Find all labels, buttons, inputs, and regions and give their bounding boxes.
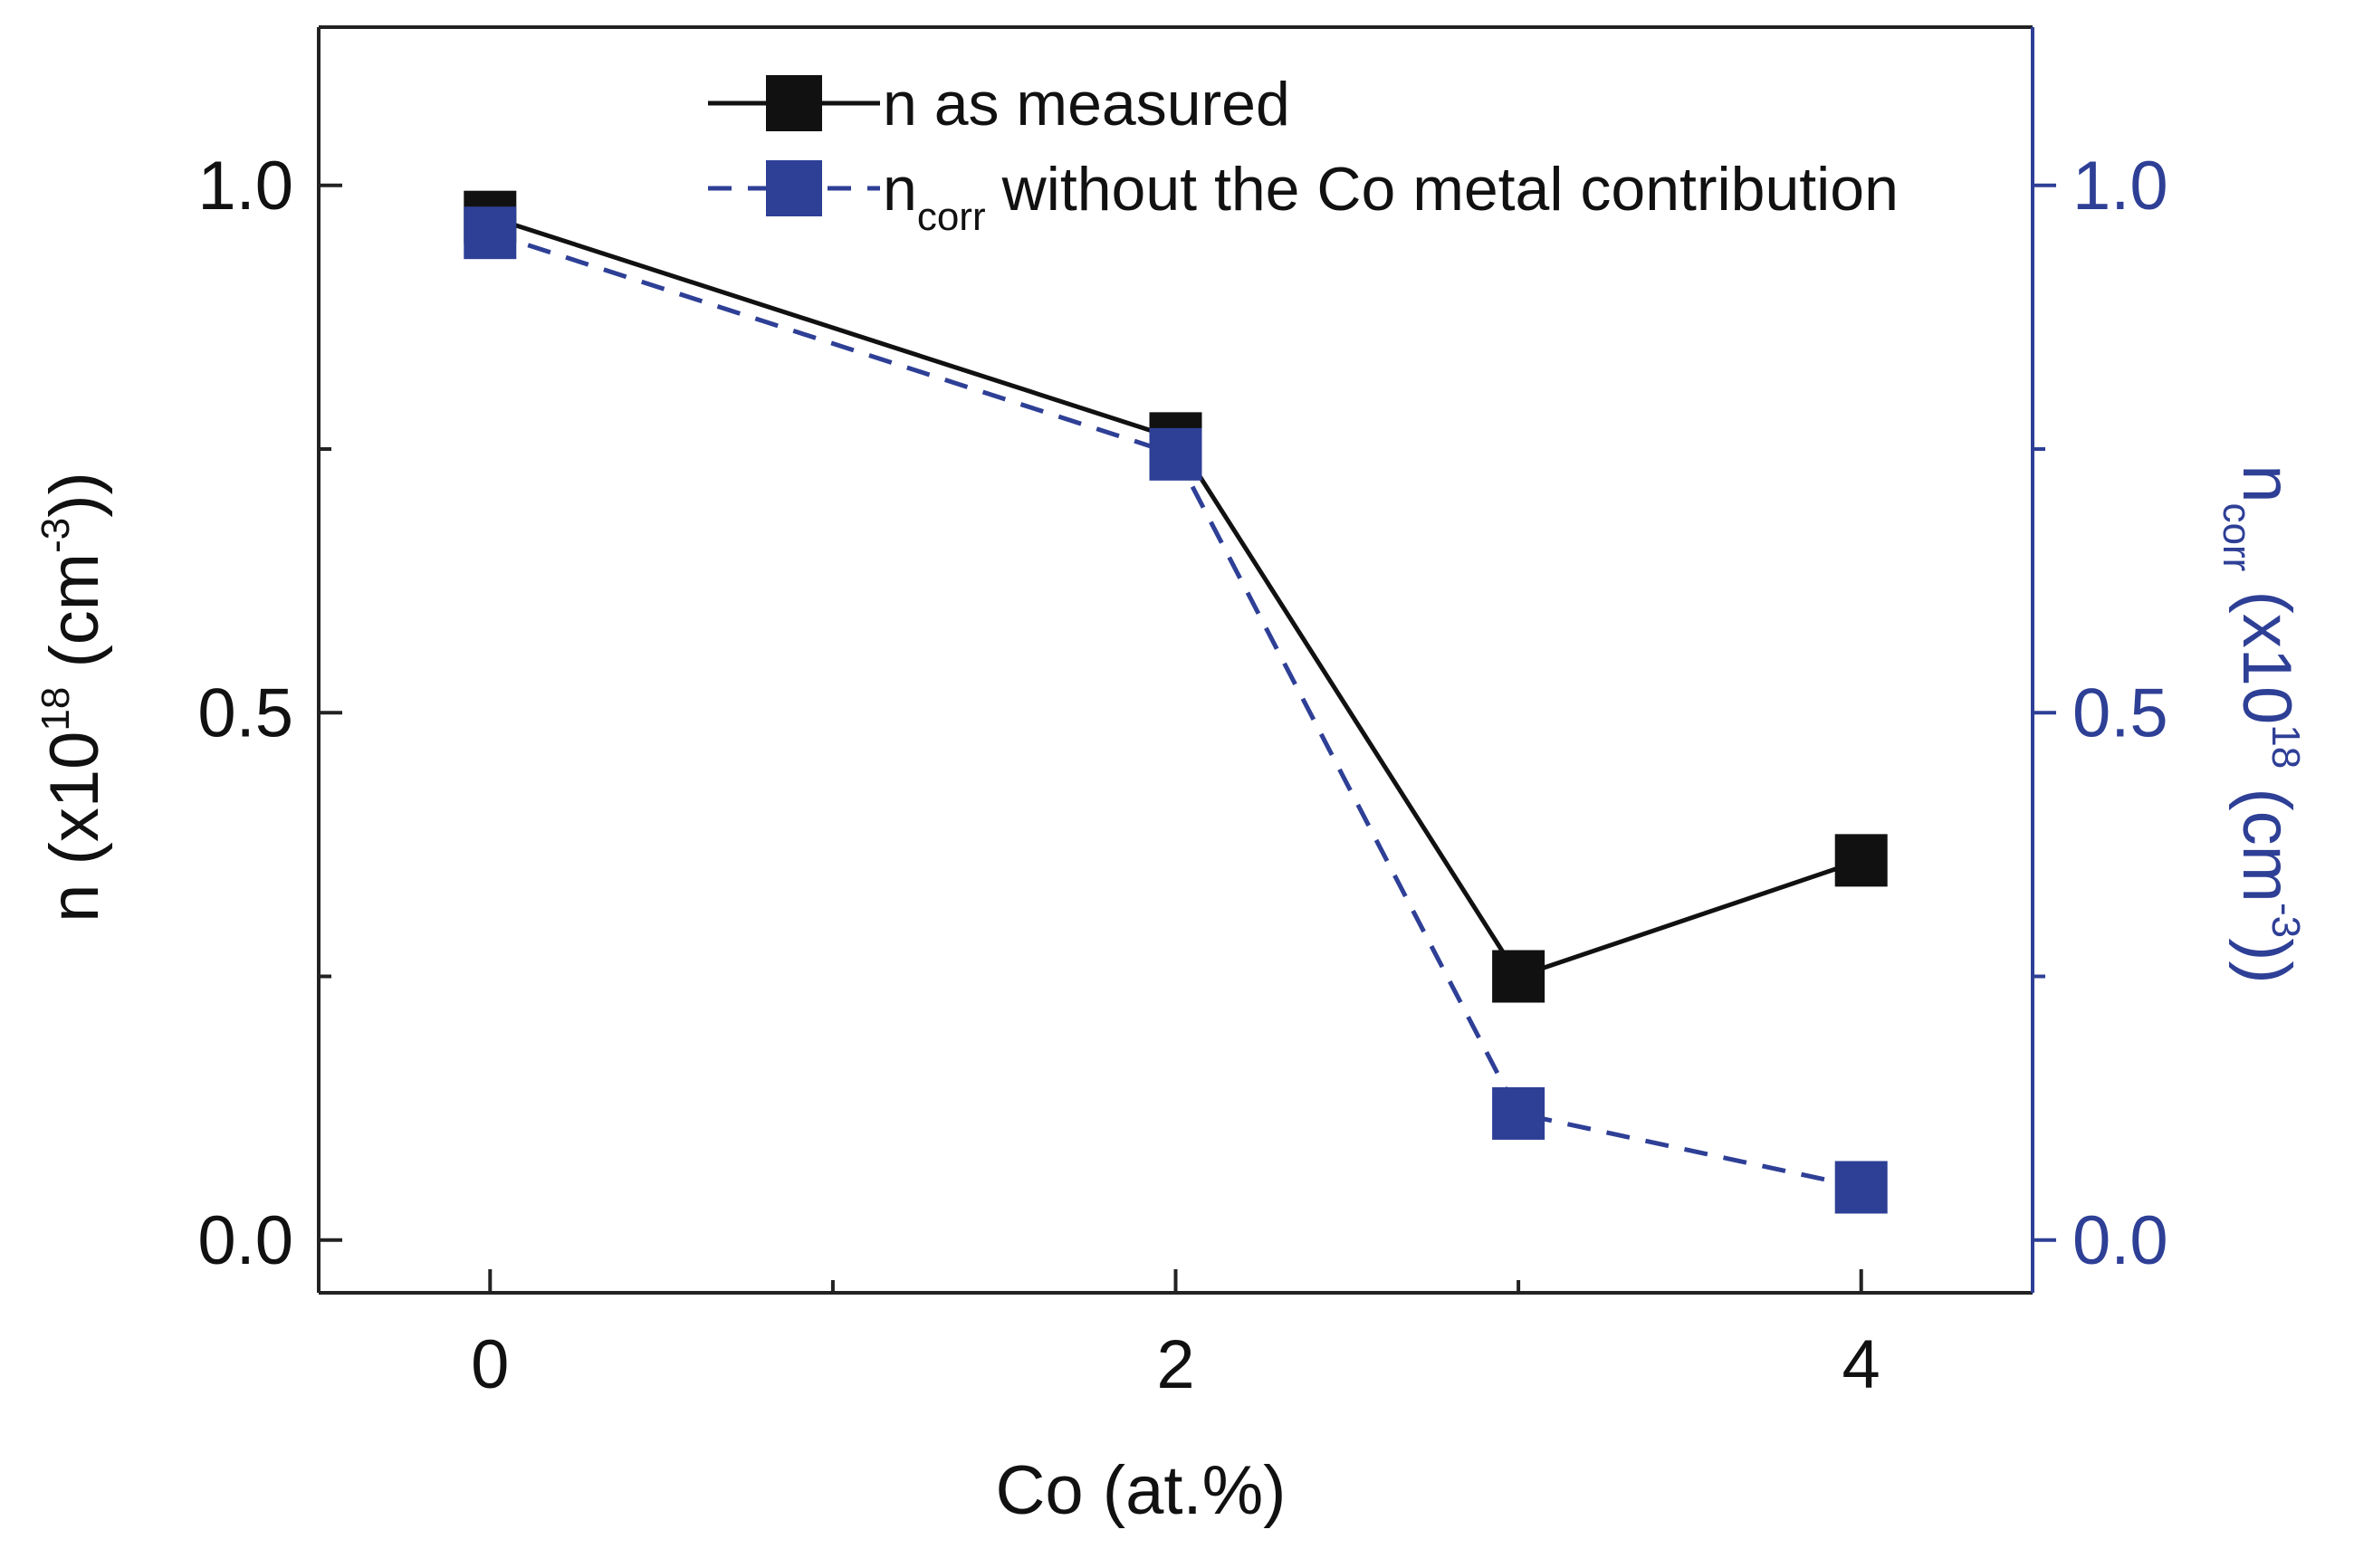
- series-line-0: [489, 215, 1862, 980]
- legend-marker-measured: [766, 75, 822, 131]
- x-axis-title: Co (at.%): [996, 1452, 1287, 1529]
- series-line-1: [489, 230, 1862, 1190]
- series-marker-0-3: [1834, 834, 1888, 887]
- y2-tick-label: 0.5: [2072, 674, 2168, 751]
- x-axis-ticks: 0 2 4: [471, 1269, 1880, 1403]
- legend-marker-corrected: [766, 160, 822, 216]
- series-marker-1-2: [1492, 1086, 1545, 1140]
- y-tick-label: 0.0: [197, 1202, 293, 1279]
- series-marker-0-2: [1492, 950, 1545, 1003]
- y-tick-label: 1.0: [197, 148, 293, 225]
- series-layer: [464, 190, 1888, 1214]
- series-marker-1-3: [1834, 1161, 1888, 1214]
- series-marker-1-0: [464, 206, 517, 260]
- legend: n as measured ncorr without the Co metal …: [708, 70, 1899, 239]
- y-axis-left-ticks: 0.0 0.5 1.0: [197, 148, 342, 1279]
- plot-frame: [317, 25, 2034, 1295]
- y-axis-right-title: ncorr (x1018 (cm-3)): [2215, 464, 2308, 983]
- y2-tick-label: 1.0: [2072, 148, 2168, 225]
- x-tick-label: 0: [471, 1326, 509, 1403]
- x-tick-label: 2: [1156, 1326, 1194, 1403]
- series-marker-1-1: [1149, 427, 1202, 481]
- y-tick-label: 0.5: [197, 674, 293, 751]
- legend-label-measured: n as measured: [883, 70, 1290, 139]
- x-tick-label: 4: [1842, 1326, 1880, 1403]
- y2-tick-label: 0.0: [2072, 1202, 2168, 1279]
- legend-label-corrected: ncorr without the Co metal contribution: [883, 155, 1899, 239]
- y-axis-left-title: n (x1018 (cm-3)): [33, 472, 113, 923]
- y-axis-right-ticks: 0.0 0.5 1.0: [2033, 148, 2168, 1279]
